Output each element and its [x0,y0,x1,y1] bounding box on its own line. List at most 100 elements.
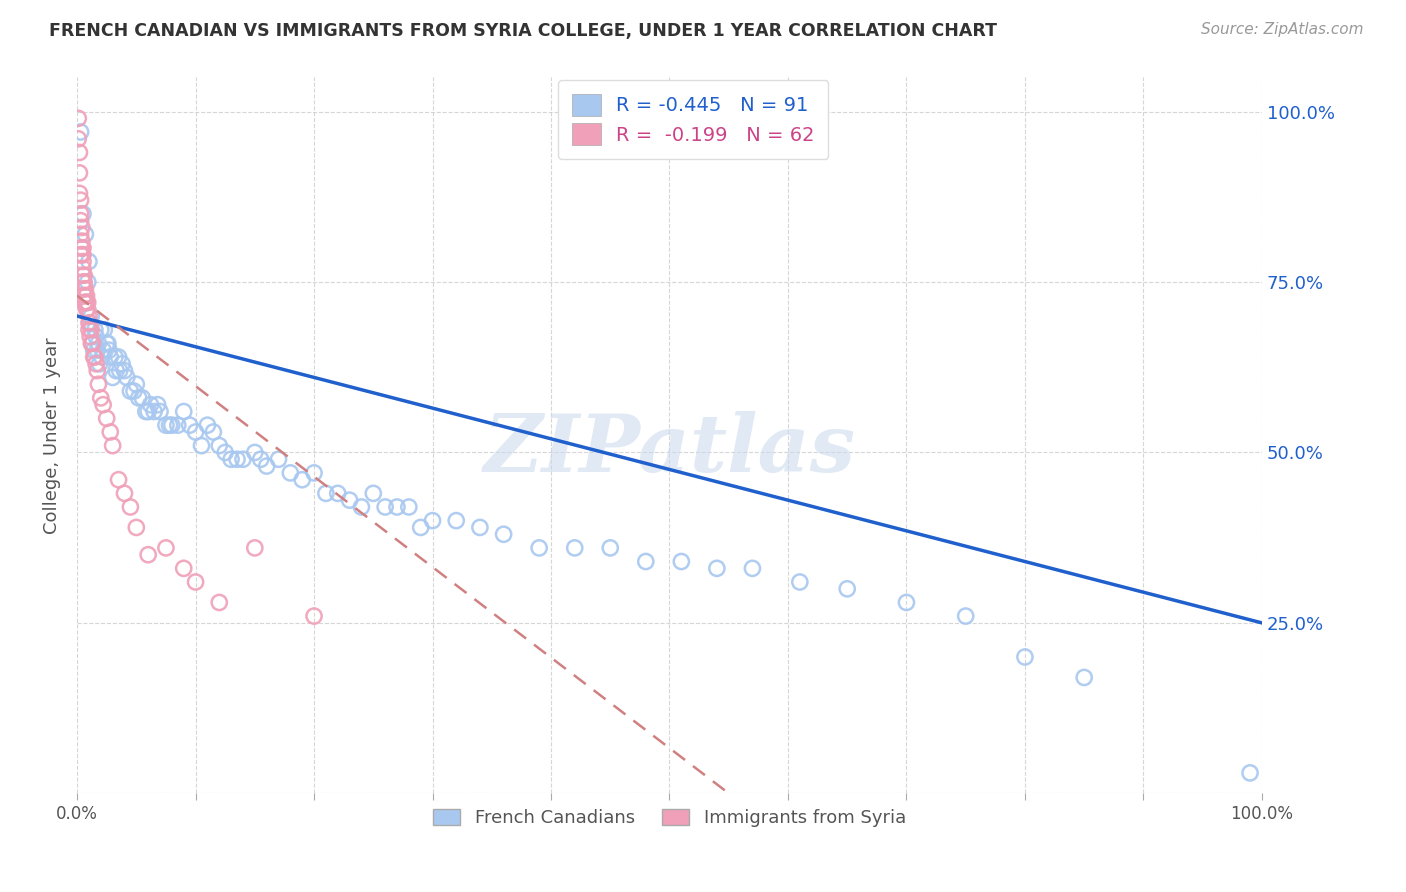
Point [634,555,657,569]
Point [1239,765,1261,780]
Point [69,213,91,227]
Point [243,541,266,555]
Point [70,248,93,262]
Point [208,439,231,453]
Point [422,514,444,528]
Point [160,418,183,433]
Point [70,234,93,248]
Point [72,207,94,221]
Point [108,363,131,377]
Point [72,241,94,255]
Point [202,425,225,439]
Point [72,254,94,268]
Point [149,404,172,418]
Point [256,459,278,474]
Point [385,500,408,514]
Point [75,288,97,302]
Point [179,418,201,433]
Point [136,404,159,418]
Point [83,350,105,364]
Point [72,268,94,282]
Point [190,439,212,453]
Point [91,343,114,358]
Point [69,186,91,201]
Point [267,452,290,467]
Point [76,295,98,310]
Point [69,248,91,262]
Point [91,350,114,364]
Point [84,329,107,343]
Point [120,384,142,398]
Point [291,473,314,487]
Point [67,132,90,146]
Point [315,486,337,500]
Point [155,541,177,555]
Point [83,343,105,358]
Point [69,207,91,221]
Point [73,288,96,302]
Point [146,398,169,412]
Point [789,574,811,589]
Point [83,350,105,364]
Point [76,295,98,310]
Point [135,404,157,418]
Point [73,295,96,310]
Point [339,493,361,508]
Point [70,220,93,235]
Point [955,609,977,624]
Point [73,275,96,289]
Point [83,323,105,337]
Point [101,370,124,384]
Point [741,561,763,575]
Point [72,275,94,289]
Point [82,336,104,351]
Text: Source: ZipAtlas.com: Source: ZipAtlas.com [1201,22,1364,37]
Point [69,227,91,242]
Legend: French Canadians, Immigrants from Syria: French Canadians, Immigrants from Syria [426,802,912,834]
Point [139,398,162,412]
Point [409,520,432,534]
Point [76,302,98,317]
Point [136,548,159,562]
Y-axis label: College, Under 1 year: College, Under 1 year [44,337,60,533]
Point [243,445,266,459]
Point [302,466,325,480]
Text: ZIPatlas: ZIPatlas [484,411,856,489]
Point [706,561,728,575]
Point [69,193,91,207]
Point [173,404,195,418]
Point [79,316,101,330]
Point [219,452,242,467]
Point [76,302,98,317]
Point [80,309,103,323]
Point [70,241,93,255]
Point [79,329,101,343]
Point [104,350,127,364]
Point [115,370,138,384]
Point [155,418,177,433]
Point [492,527,515,541]
Point [76,288,98,302]
Point [173,561,195,575]
Point [105,363,128,377]
Point [226,452,249,467]
Text: FRENCH CANADIAN VS IMMIGRANTS FROM SYRIA COLLEGE, UNDER 1 YEAR CORRELATION CHART: FRENCH CANADIAN VS IMMIGRANTS FROM SYRIA… [49,22,997,40]
Point [98,350,121,364]
Point [86,343,108,358]
Point [93,323,115,337]
Point [91,398,114,412]
Point [249,452,271,467]
Point [84,357,107,371]
Point [120,500,142,514]
Point [77,316,100,330]
Point [107,473,129,487]
Point [125,520,148,534]
Point [75,282,97,296]
Point [527,541,550,555]
Point [107,350,129,364]
Point [896,595,918,609]
Point [114,486,136,500]
Point [166,418,188,433]
Point [72,248,94,262]
Point [75,295,97,310]
